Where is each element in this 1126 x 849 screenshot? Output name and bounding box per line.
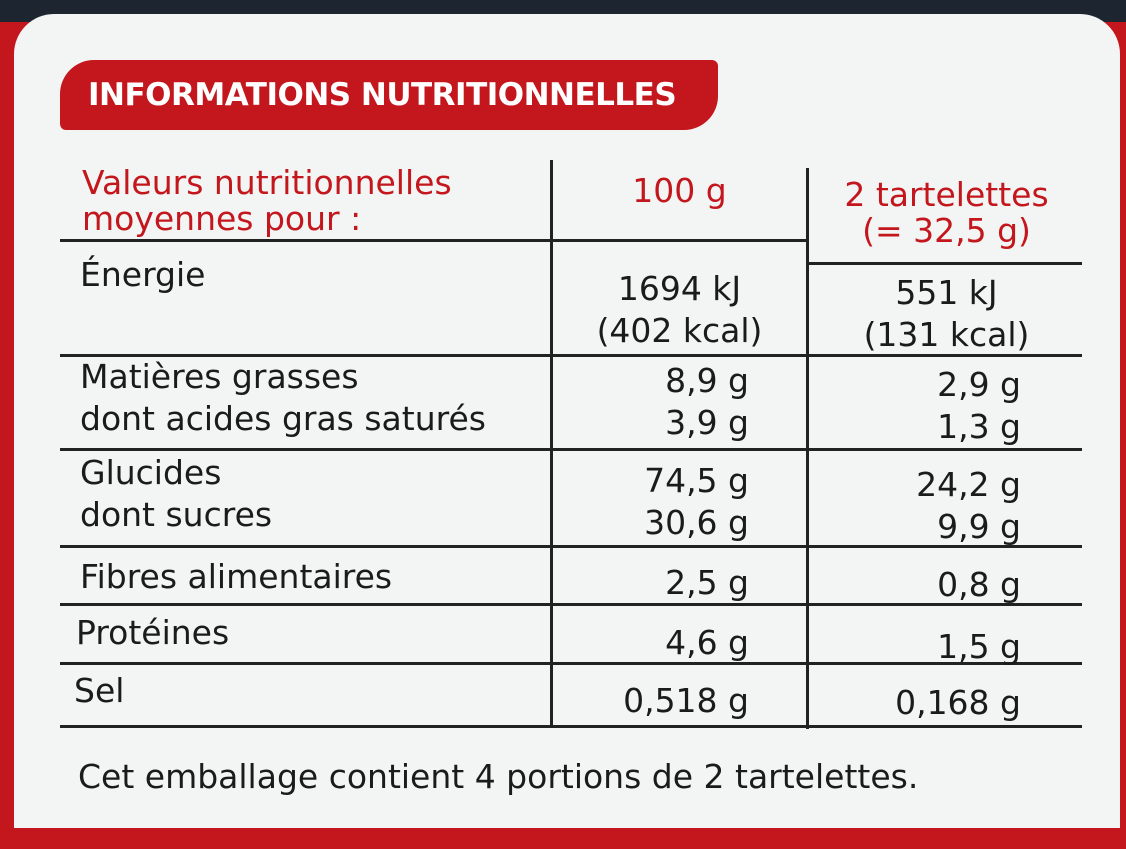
row-label-protein: Protéines [76,613,230,652]
sugars-label: dont sucres [80,495,273,534]
fat-value-100g: 8,9 g [665,361,749,400]
row-divider [60,545,1082,548]
fat-per-portion: 2,9 g 1,3 g [809,364,1021,448]
row-divider [60,725,1082,728]
row-label-fat: Matières grasses dont acides gras saturé… [80,356,486,440]
protein-value-100g: 4,6 g [665,623,749,662]
carbs-per-100g: 74,5 g 30,6 g [553,460,749,544]
portion-note: Cet emballage contient 4 portions de 2 t… [78,757,919,796]
carbs-per-portion: 24,2 g 9,9 g [809,464,1021,548]
row-label-salt: Sel [74,671,125,710]
row-label-energy: Énergie [80,255,206,294]
row-divider [60,239,806,242]
row-divider [60,448,1082,451]
fibre-value-portion: 0,8 g [937,565,1021,604]
row-divider [806,262,1082,265]
header-portion-line2: (= 32,5 g) [862,211,1031,250]
carbs-value-portion: 24,2 g [916,465,1021,504]
fat-value-portion: 2,9 g [937,365,1021,404]
salt-value-portion: 0,168 g [895,683,1021,722]
saturated-fat-label: dont acides gras saturés [80,399,486,438]
fibre-value-100g: 2,5 g [665,563,749,602]
row-divider [60,662,1082,665]
carbs-value-100g: 74,5 g [644,461,749,500]
protein-value-portion: 1,5 g [937,627,1021,666]
nutrition-table: Valeurs nutritionnelles moyennes pour : … [60,160,1086,730]
fat-per-100g: 8,9 g 3,9 g [553,360,749,444]
row-label-fibre: Fibres alimentaires [80,557,393,596]
energy-kcal-portion: (131 kcal) [863,315,1030,354]
section-title: INFORMATIONS NUTRITIONNELLES [60,60,718,130]
sugars-value-100g: 30,6 g [644,503,749,542]
header-label-line1: Valeurs nutritionnelles [82,163,452,202]
row-divider [60,354,1082,357]
row-divider [60,603,1082,606]
nutrition-panel [14,14,1120,828]
sugars-value-portion: 9,9 g [937,507,1021,546]
saturated-fat-value-portion: 1,3 g [937,407,1021,446]
header-per-portion: 2 tartelettes (= 32,5 g) [809,174,1084,252]
header-portion-line1: 2 tartelettes [844,175,1049,214]
fat-label: Matières grasses [80,357,359,396]
energy-per-100g: 1694 kJ (402 kcal) [553,268,806,352]
header-label: Valeurs nutritionnelles moyennes pour : [82,162,452,240]
saturated-fat-value-100g: 3,9 g [665,403,749,442]
column-divider-1 [550,160,553,725]
carbs-label: Glucides [80,453,222,492]
energy-kj-portion: 551 kJ [895,273,998,312]
energy-per-portion: 551 kJ (131 kcal) [809,272,1084,356]
row-label-carbs: Glucides dont sucres [80,452,272,536]
energy-kcal-100g: (402 kcal) [596,311,763,350]
energy-kj-100g: 1694 kJ [617,269,742,308]
salt-value-100g: 0,518 g [623,681,749,720]
header-per-100g: 100 g [632,171,727,210]
header-label-line2: moyennes pour : [82,199,362,238]
